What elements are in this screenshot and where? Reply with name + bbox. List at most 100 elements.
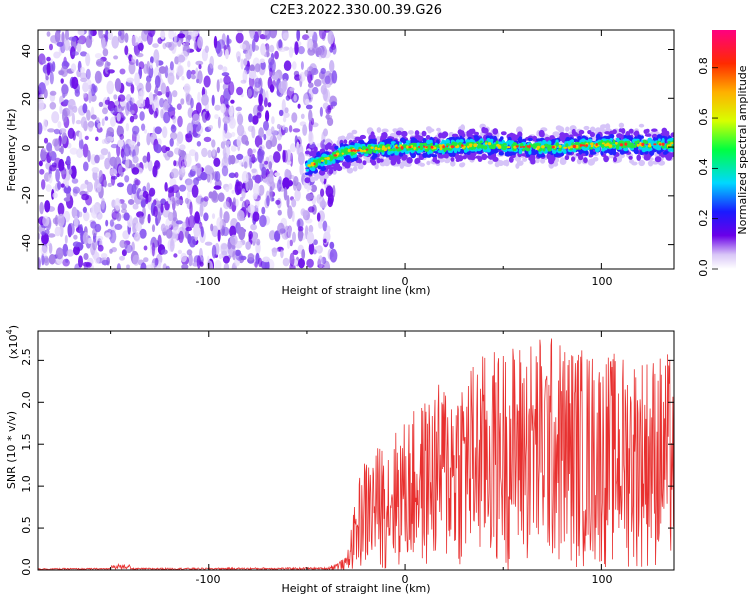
heatmap-cell: [150, 262, 155, 269]
signal-cell: [316, 151, 321, 157]
heatmap-cell: [228, 106, 234, 117]
heatmap-cell: [46, 62, 51, 76]
signal-cell: [372, 149, 377, 154]
heatmap-cell: [40, 245, 48, 256]
heatmap-cell: [42, 118, 48, 131]
signal-cell: [340, 146, 345, 150]
signal-cell: [552, 150, 557, 154]
heatmap-cell: [101, 259, 110, 266]
signal-cell: [446, 145, 449, 148]
heatmap-cell: [312, 86, 319, 95]
heatmap-cell: [171, 184, 180, 194]
heatmap-cell: [105, 219, 109, 227]
heatmap-cell: [235, 106, 242, 112]
heatmap-cell: [284, 107, 289, 114]
heatmap-cell: [211, 244, 217, 259]
heatmap-cell: [217, 116, 221, 129]
heatmap-cell: [65, 30, 69, 41]
heatmap-cell: [137, 98, 146, 108]
heatmap-cell: [157, 234, 162, 249]
heatmap-cell: [282, 177, 291, 190]
heatmap-cell: [254, 63, 261, 73]
heatmap-cell: [209, 55, 214, 69]
signal-cell: [621, 128, 626, 134]
heatmap-cell: [107, 69, 115, 74]
signal-cell: [321, 153, 327, 158]
heatmap-cell: [219, 207, 223, 221]
heatmap-cell: [251, 153, 256, 164]
signal-cell: [356, 149, 360, 152]
heatmap-cell: [228, 172, 236, 179]
heatmap-cell: [162, 101, 170, 111]
heatmap-cell: [188, 253, 193, 267]
signal-cell: [552, 131, 560, 137]
signal-cell: [559, 132, 566, 138]
signal-cell: [542, 148, 546, 151]
signal-cell: [487, 160, 494, 165]
heatmap-cell: [277, 179, 282, 192]
signal-cell: [391, 142, 395, 146]
signal-cell: [613, 156, 617, 163]
heatmap-cell: [160, 82, 167, 95]
signal-cell: [381, 147, 384, 151]
signal-cell: [352, 161, 359, 167]
signal-cell: [468, 128, 475, 134]
heatmap-cell: [146, 60, 151, 75]
signal-cell: [324, 159, 328, 165]
heatmap-cell: [143, 257, 149, 263]
heatmap-cell: [88, 89, 92, 104]
signal-cell: [562, 150, 567, 153]
heatmap-cell: [68, 36, 76, 41]
heatmap-cell: [218, 253, 223, 260]
signal-cell: [404, 150, 410, 154]
heatmap-cell: [278, 109, 284, 117]
bottom-y-tick-label: 2.5: [20, 348, 33, 366]
heatmap-cell: [318, 30, 327, 40]
heatmap-cell: [185, 133, 192, 139]
heatmap-cell: [302, 209, 309, 216]
heatmap-cell: [306, 258, 314, 268]
signal-cell: [671, 151, 674, 158]
heatmap-cell: [248, 230, 253, 240]
signal-cell: [530, 144, 535, 148]
scale-label: (x10: [7, 334, 20, 359]
heatmap-cell: [79, 72, 88, 80]
heatmap-cell: [221, 165, 229, 177]
heatmap-cell: [308, 224, 314, 233]
heatmap-cell: [86, 109, 91, 121]
heatmap-cell: [134, 232, 141, 242]
heatmap-cell: [178, 230, 184, 243]
signal-cell: [319, 175, 325, 183]
signal-cell: [422, 152, 428, 158]
heatmap-cell: [267, 102, 272, 108]
signal-cell: [343, 155, 350, 160]
signal-cell: [582, 146, 588, 151]
snr-frame: [37, 330, 675, 571]
heatmap-cell: [154, 75, 161, 88]
heatmap-cell: [223, 263, 230, 269]
heatmap-cell: [65, 258, 69, 263]
signal-cell: [320, 163, 325, 167]
heatmap-cell: [269, 44, 275, 53]
signal-cell: [336, 165, 343, 172]
heatmap-cell: [250, 223, 257, 231]
signal-cell: [611, 148, 616, 153]
heatmap-cell: [289, 239, 294, 247]
signal-cell: [573, 149, 577, 153]
heatmap-cell: [107, 31, 113, 41]
heatmap-cell: [308, 206, 315, 213]
heatmap-cell: [258, 93, 263, 106]
signal-cell: [563, 146, 567, 149]
heatmap-cell: [114, 78, 122, 92]
heatmap-cell: [183, 83, 191, 94]
heatmap-cell: [66, 249, 74, 257]
signal-cell: [642, 139, 646, 144]
heatmap-cell: [59, 128, 67, 134]
signal-cell: [570, 139, 575, 144]
heatmap-cell: [169, 61, 174, 71]
signal-cell: [469, 143, 473, 148]
signal-cell: [555, 142, 559, 147]
heatmap-cell: [117, 125, 121, 135]
bottom-y-axis-label: SNR (10 * v/v): [5, 411, 18, 489]
heatmap-cell: [38, 122, 43, 135]
